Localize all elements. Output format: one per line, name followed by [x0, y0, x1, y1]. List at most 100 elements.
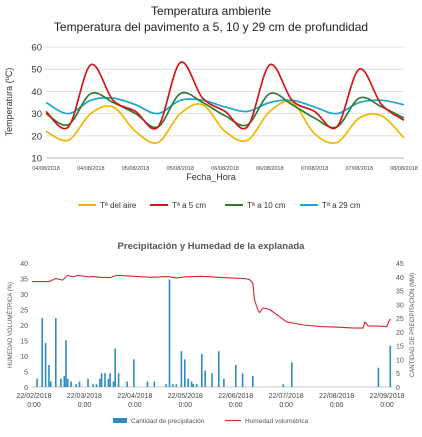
precip-x-tick-time: 0:00 — [27, 402, 41, 409]
precip-right-tick-label: 45 — [396, 261, 404, 268]
precip-left-tick-label: 10 — [20, 354, 28, 361]
precip-bar — [190, 381, 193, 387]
precip-x-tick-time: 0:00 — [330, 402, 344, 409]
precip-right-tick-label: 25 — [396, 316, 404, 323]
temp-x-tick-label: 08/08/2018 — [390, 166, 418, 172]
precip-bar — [41, 318, 43, 387]
precip-bar — [165, 384, 167, 387]
precip-legend-swatch — [113, 418, 127, 423]
precip-x-tick-time: 0:00 — [279, 402, 293, 409]
precip-bar — [187, 378, 189, 387]
temp-y-tick-label: 50 — [31, 65, 42, 76]
precip-x-tick-time: 0:00 — [128, 402, 142, 409]
temp-series-line — [45, 100, 405, 144]
precip-right-tick-label: 10 — [396, 357, 404, 364]
temp-x-tick-label: 06/08/2018 — [211, 166, 239, 172]
precip-bar — [60, 378, 62, 387]
precip-bar — [146, 381, 149, 387]
temp-legend-label: Tª a 10 cm — [247, 201, 286, 210]
precip-bar — [114, 348, 116, 387]
temp-x-tick-label: 04/08/2018 — [32, 166, 60, 172]
precip-bar — [44, 342, 47, 387]
temp-x-tick-label: 07/08/2018 — [345, 166, 373, 172]
precip-right-tick-label: 0 — [396, 385, 400, 392]
precip-bar — [211, 373, 213, 387]
precip-bar — [133, 359, 135, 387]
precip-legend: Cantidad de precipitación Humedad volumét… — [113, 418, 309, 425]
temp-y-tick-label: 60 — [31, 43, 42, 54]
precip-left-tick-label: 15 — [20, 339, 28, 346]
precip-left-axis-label: HUMEDAD VOLUMÉTRICA (%) — [7, 282, 14, 368]
temp-y-tick-label: 20 — [31, 131, 42, 142]
precip-bar — [241, 373, 244, 387]
precip-bar — [180, 351, 183, 387]
precip-bar — [184, 359, 186, 387]
precip-x-tick-date: 22/04/2018 — [117, 393, 152, 400]
temp-series-line — [45, 91, 405, 129]
precip-x-tick-time: 0:00 — [229, 402, 243, 409]
precip-x-tick-date: 22/03/2018 — [67, 393, 102, 400]
precip-x-ticks: 22/02/2018 0:00 22/03/2018 0:00 22/04/2018 0:… — [16, 393, 404, 409]
precip-left-tick-label: 35 — [20, 277, 28, 284]
humidity-legend-label: Humedad volumétrica — [245, 418, 309, 425]
precip-bar — [66, 378, 69, 387]
precip-left-tick-label: 30 — [20, 292, 28, 299]
temp-chart-subtitle: Temperatura del pavimento a 5, 10 y 29 c… — [54, 20, 368, 34]
precip-bar — [201, 353, 203, 387]
precip-left-tick-label: 40 — [20, 261, 28, 268]
temp-legend: Tª del aire Tª a 5 cm Tª a 10 cm Tª a 29 cm — [78, 201, 361, 210]
precip-bar — [112, 381, 115, 387]
precip-chart: Precipitación y Humedad de la explanada … — [7, 241, 416, 425]
temp-y-tick-label: 40 — [31, 87, 42, 98]
precip-bar — [100, 373, 103, 387]
precip-bar — [126, 381, 128, 387]
precip-right-tick-label: 35 — [396, 289, 404, 296]
temp-x-axis-label: Fecha_Hora — [186, 172, 236, 182]
precip-bar — [109, 373, 111, 387]
precip-bar — [99, 378, 101, 387]
precip-bar — [223, 378, 225, 387]
precip-left-tick-label: 0 — [24, 385, 28, 392]
precip-x-tick-date: 22/02/2018 — [16, 393, 51, 400]
precip-x-tick-date: 22/08/2018 — [319, 393, 354, 400]
precip-x-tick-time: 0:00 — [380, 402, 394, 409]
precip-bar — [78, 381, 81, 387]
temp-y-tick-label: 30 — [31, 109, 42, 120]
precip-bar — [104, 373, 106, 387]
temp-series-lines — [45, 61, 405, 144]
precip-right-axis-label: CANTIDAD DE PRECIPITACIÓN (MM) — [409, 273, 416, 377]
temp-x-tick-label: 06/08/2018 — [256, 166, 284, 172]
precip-right-tick-label: 30 — [396, 302, 404, 309]
precip-left-ticks: 0 5 10 15 20 25 30 35 40 — [20, 261, 28, 392]
precip-bar — [48, 365, 50, 387]
precip-right-tick-label: 40 — [396, 275, 404, 282]
precip-x-tick-date: 22/05/2018 — [168, 393, 203, 400]
precip-x-tick-date: 22/07/2018 — [269, 393, 304, 400]
precip-bar — [153, 381, 156, 387]
precip-bar — [65, 340, 67, 387]
precip-right-tick-label: 5 — [396, 371, 400, 378]
precip-left-tick-label: 25 — [20, 308, 28, 315]
precip-bars — [36, 279, 392, 387]
precip-bar — [107, 378, 110, 387]
precip-bar — [218, 351, 220, 387]
precip-left-tick-label: 5 — [24, 370, 28, 377]
temp-legend-label: Tª a 29 cm — [322, 201, 361, 210]
precip-bar — [291, 362, 293, 387]
precip-bar — [70, 381, 72, 387]
temp-y-axis-label: Temperatura (ºC) — [4, 68, 14, 137]
precip-bar — [75, 384, 77, 387]
temp-x-tick-label: 04/08/2018 — [77, 166, 105, 172]
temp-x-ticks: 04/08/2018 04/08/2018 05/08/2018 05/08/2018… — [32, 166, 418, 172]
humidity-line — [32, 274, 391, 329]
precip-bar — [172, 384, 174, 387]
temp-y-ticks: 10 20 30 40 50 60 — [31, 43, 42, 165]
temp-legend-label: Tª a 5 cm — [172, 201, 206, 210]
precip-right-ticks: 0 5 10 15 20 25 30 35 40 45 — [32, 261, 404, 392]
precip-bar — [117, 373, 120, 387]
precip-bar — [377, 367, 380, 387]
precip-bar — [95, 384, 98, 387]
precip-bar — [63, 376, 66, 387]
